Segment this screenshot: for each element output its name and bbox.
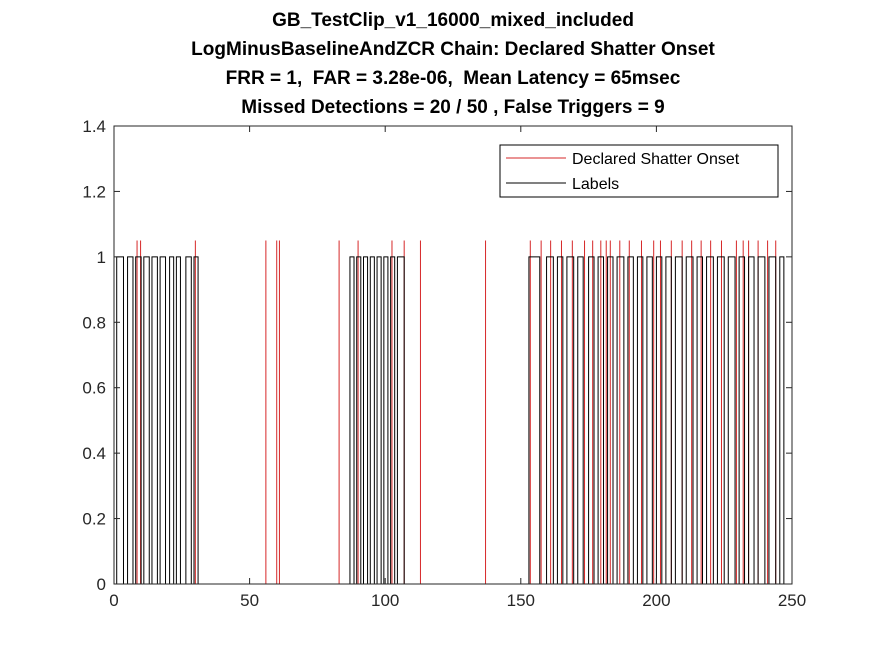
- title-line-1: GB_TestClip_v1_16000_mixed_included: [272, 10, 634, 31]
- x-tick-label: 250: [778, 591, 806, 610]
- axes-layer: 0 50 100 150 200 250 0 0.2 0.4 0.6 0.8 1 1.2 1.4: [82, 117, 806, 610]
- x-tick-label: 100: [371, 591, 399, 610]
- x-tick-label: 0: [109, 591, 118, 610]
- series-layer: [114, 240, 792, 585]
- y-tick-label: 1.2: [82, 182, 106, 201]
- y-tick-label: 0.4: [82, 444, 106, 463]
- y-tick-label: 0.2: [82, 510, 106, 529]
- plot-area: [114, 126, 792, 584]
- title-line-3: FRR = 1, FAR = 3.28e-06, Mean Latency = …: [225, 68, 681, 89]
- legend-label-declared-shatter-onset: Declared Shatter Onset: [572, 151, 740, 168]
- title-line-2: LogMinusBaselineAndZCR Chain: Declared S…: [191, 39, 715, 60]
- y-tick-label: 0.8: [82, 313, 106, 332]
- y-tick-label: 1.4: [82, 117, 106, 136]
- y-tick-label: 0.6: [82, 379, 106, 398]
- y-tick-label: 1: [97, 248, 106, 267]
- legend: Declared Shatter Onset Labels: [499, 144, 779, 198]
- x-tick-label: 150: [507, 591, 535, 610]
- legend-label-labels: Labels: [572, 176, 619, 193]
- legend-box: [499, 144, 779, 198]
- x-tick-label: 50: [240, 591, 259, 610]
- title-line-4: Missed Detections = 20 / 50 , False Trig…: [241, 97, 665, 118]
- y-tick-label: 0: [97, 575, 106, 594]
- plot-background: [114, 126, 792, 584]
- axes-frame: [113, 125, 793, 585]
- x-tick-label: 200: [642, 591, 670, 610]
- chart-title: GB_TestClip_v1_16000_mixed_included LogM…: [0, 6, 875, 122]
